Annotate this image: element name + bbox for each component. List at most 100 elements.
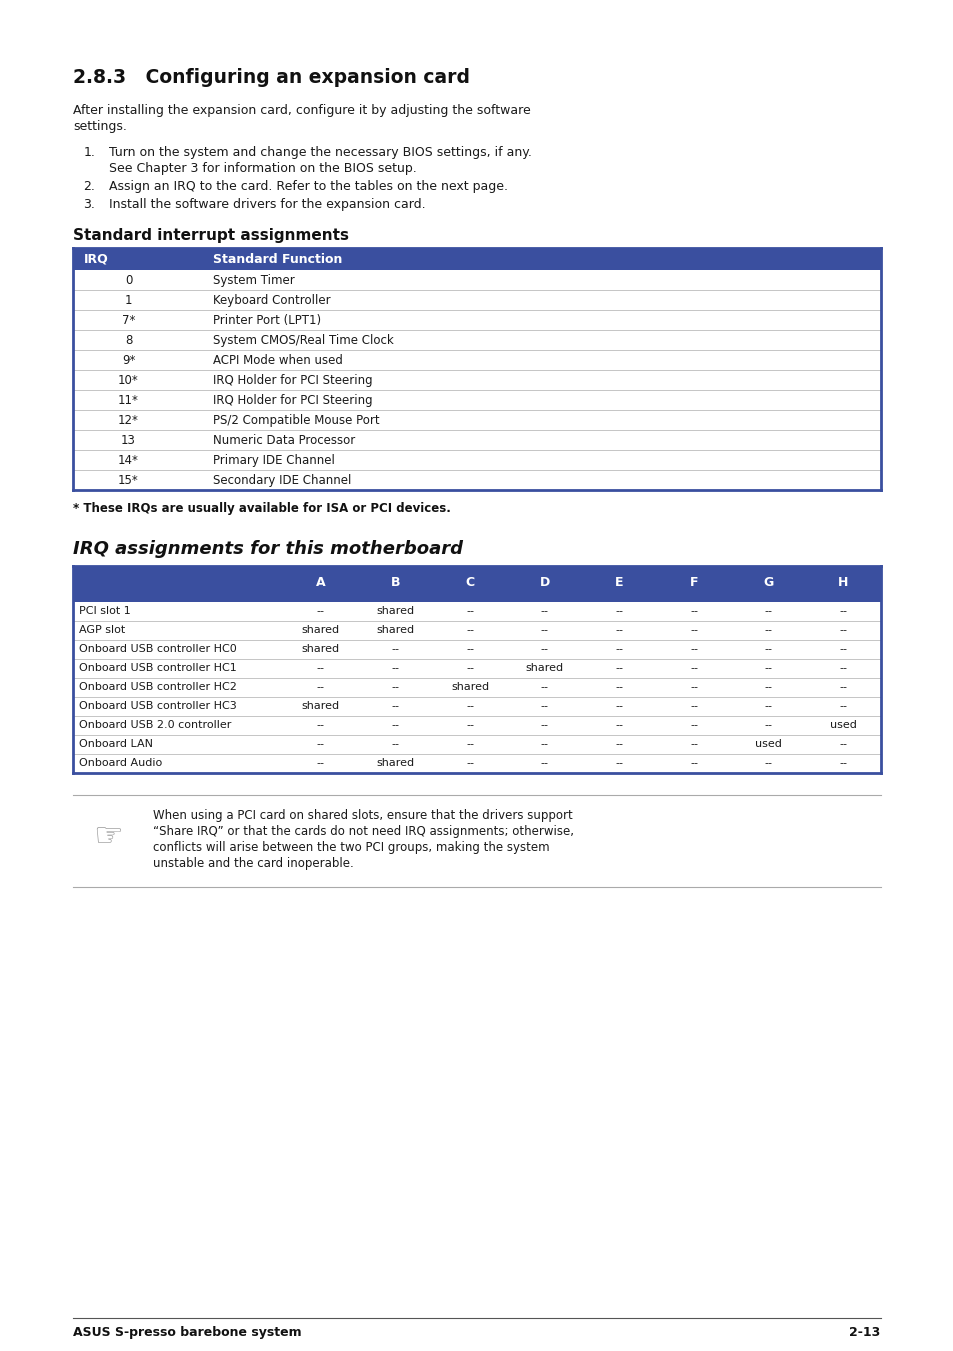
Text: --: -- bbox=[689, 682, 698, 692]
Bar bbox=[73, 640, 880, 659]
Text: After installing the expansion card, configure it by adjusting the software: After installing the expansion card, con… bbox=[73, 104, 531, 118]
Text: Onboard USB controller HC2: Onboard USB controller HC2 bbox=[79, 682, 237, 692]
Text: --: -- bbox=[466, 663, 474, 673]
Text: Keyboard Controller: Keyboard Controller bbox=[213, 295, 331, 307]
Text: F: F bbox=[689, 576, 698, 589]
Text: --: -- bbox=[316, 682, 324, 692]
Text: --: -- bbox=[689, 644, 698, 654]
Text: Install the software drivers for the expansion card.: Install the software drivers for the exp… bbox=[110, 199, 426, 211]
Text: shared: shared bbox=[375, 626, 414, 635]
Text: IRQ assignments for this motherboard: IRQ assignments for this motherboard bbox=[73, 540, 463, 558]
Text: --: -- bbox=[763, 663, 772, 673]
Text: 0: 0 bbox=[125, 274, 132, 286]
Text: --: -- bbox=[391, 701, 399, 711]
Text: 8: 8 bbox=[125, 334, 132, 347]
Text: --: -- bbox=[615, 720, 622, 730]
Text: --: -- bbox=[689, 607, 698, 616]
Bar bbox=[73, 249, 880, 270]
Bar bbox=[73, 270, 880, 290]
Text: shared: shared bbox=[375, 758, 414, 767]
Text: shared: shared bbox=[375, 607, 414, 616]
Text: --: -- bbox=[540, 626, 548, 635]
Bar bbox=[73, 754, 880, 773]
Text: * These IRQs are usually available for ISA or PCI devices.: * These IRQs are usually available for I… bbox=[73, 503, 451, 515]
Text: --: -- bbox=[763, 682, 772, 692]
Text: --: -- bbox=[466, 758, 474, 767]
Text: --: -- bbox=[689, 663, 698, 673]
Text: 3.: 3. bbox=[83, 199, 95, 211]
Text: --: -- bbox=[615, 663, 622, 673]
Text: Onboard LAN: Onboard LAN bbox=[79, 739, 153, 748]
Text: Onboard USB controller HC1: Onboard USB controller HC1 bbox=[79, 663, 237, 673]
Bar bbox=[73, 716, 880, 735]
Text: --: -- bbox=[316, 607, 324, 616]
Text: --: -- bbox=[615, 607, 622, 616]
Text: --: -- bbox=[615, 758, 622, 767]
Bar bbox=[73, 566, 880, 603]
Text: Turn on the system and change the necessary BIOS settings, if any.: Turn on the system and change the necess… bbox=[110, 146, 532, 159]
Text: --: -- bbox=[391, 720, 399, 730]
Text: --: -- bbox=[615, 644, 622, 654]
Text: shared: shared bbox=[301, 644, 339, 654]
Text: settings.: settings. bbox=[73, 120, 127, 132]
Text: Assign an IRQ to the card. Refer to the tables on the next page.: Assign an IRQ to the card. Refer to the … bbox=[110, 180, 508, 193]
Text: --: -- bbox=[839, 607, 846, 616]
Text: H: H bbox=[837, 576, 847, 589]
Text: --: -- bbox=[689, 720, 698, 730]
Text: --: -- bbox=[689, 626, 698, 635]
Text: 2-13: 2-13 bbox=[848, 1325, 880, 1339]
Text: G: G bbox=[762, 576, 773, 589]
Bar bbox=[73, 409, 880, 430]
Text: 1: 1 bbox=[125, 295, 132, 307]
Bar bbox=[73, 621, 880, 640]
Text: 2.8.3   Configuring an expansion card: 2.8.3 Configuring an expansion card bbox=[73, 68, 470, 86]
Text: 1.: 1. bbox=[83, 146, 95, 159]
Text: --: -- bbox=[763, 701, 772, 711]
Text: --: -- bbox=[540, 607, 548, 616]
Text: --: -- bbox=[615, 701, 622, 711]
Text: shared: shared bbox=[451, 682, 489, 692]
Text: shared: shared bbox=[301, 701, 339, 711]
Text: --: -- bbox=[763, 720, 772, 730]
Text: shared: shared bbox=[301, 626, 339, 635]
Bar bbox=[73, 659, 880, 678]
Text: --: -- bbox=[689, 739, 698, 748]
Text: --: -- bbox=[316, 720, 324, 730]
Text: --: -- bbox=[839, 701, 846, 711]
Text: --: -- bbox=[466, 626, 474, 635]
Text: --: -- bbox=[689, 701, 698, 711]
Text: 15*: 15* bbox=[118, 474, 139, 486]
Text: --: -- bbox=[615, 739, 622, 748]
Bar bbox=[73, 450, 880, 470]
Text: --: -- bbox=[615, 626, 622, 635]
Text: IRQ: IRQ bbox=[83, 253, 108, 266]
Text: AGP slot: AGP slot bbox=[79, 626, 126, 635]
Text: --: -- bbox=[540, 644, 548, 654]
Text: 9*: 9* bbox=[122, 354, 135, 367]
Text: --: -- bbox=[466, 720, 474, 730]
Bar bbox=[73, 430, 880, 450]
Text: System CMOS/Real Time Clock: System CMOS/Real Time Clock bbox=[213, 334, 394, 347]
Text: --: -- bbox=[615, 682, 622, 692]
Text: See Chapter 3 for information on the BIOS setup.: See Chapter 3 for information on the BIO… bbox=[110, 162, 416, 176]
Text: --: -- bbox=[466, 644, 474, 654]
Text: PS/2 Compatible Mouse Port: PS/2 Compatible Mouse Port bbox=[213, 413, 379, 427]
Bar bbox=[73, 350, 880, 370]
Text: --: -- bbox=[466, 739, 474, 748]
Text: 10*: 10* bbox=[118, 374, 139, 386]
Bar bbox=[73, 735, 880, 754]
Text: --: -- bbox=[391, 739, 399, 748]
Text: Numeric Data Processor: Numeric Data Processor bbox=[213, 434, 355, 447]
Text: Printer Port (LPT1): Printer Port (LPT1) bbox=[213, 313, 321, 327]
Text: --: -- bbox=[839, 758, 846, 767]
Text: --: -- bbox=[839, 663, 846, 673]
Text: --: -- bbox=[763, 644, 772, 654]
Bar bbox=[73, 330, 880, 350]
Text: --: -- bbox=[763, 626, 772, 635]
Text: 7*: 7* bbox=[122, 313, 135, 327]
Text: --: -- bbox=[391, 682, 399, 692]
Text: Primary IDE Channel: Primary IDE Channel bbox=[213, 454, 335, 467]
Bar bbox=[73, 309, 880, 330]
Text: ACPI Mode when used: ACPI Mode when used bbox=[213, 354, 343, 367]
Text: C: C bbox=[465, 576, 474, 589]
